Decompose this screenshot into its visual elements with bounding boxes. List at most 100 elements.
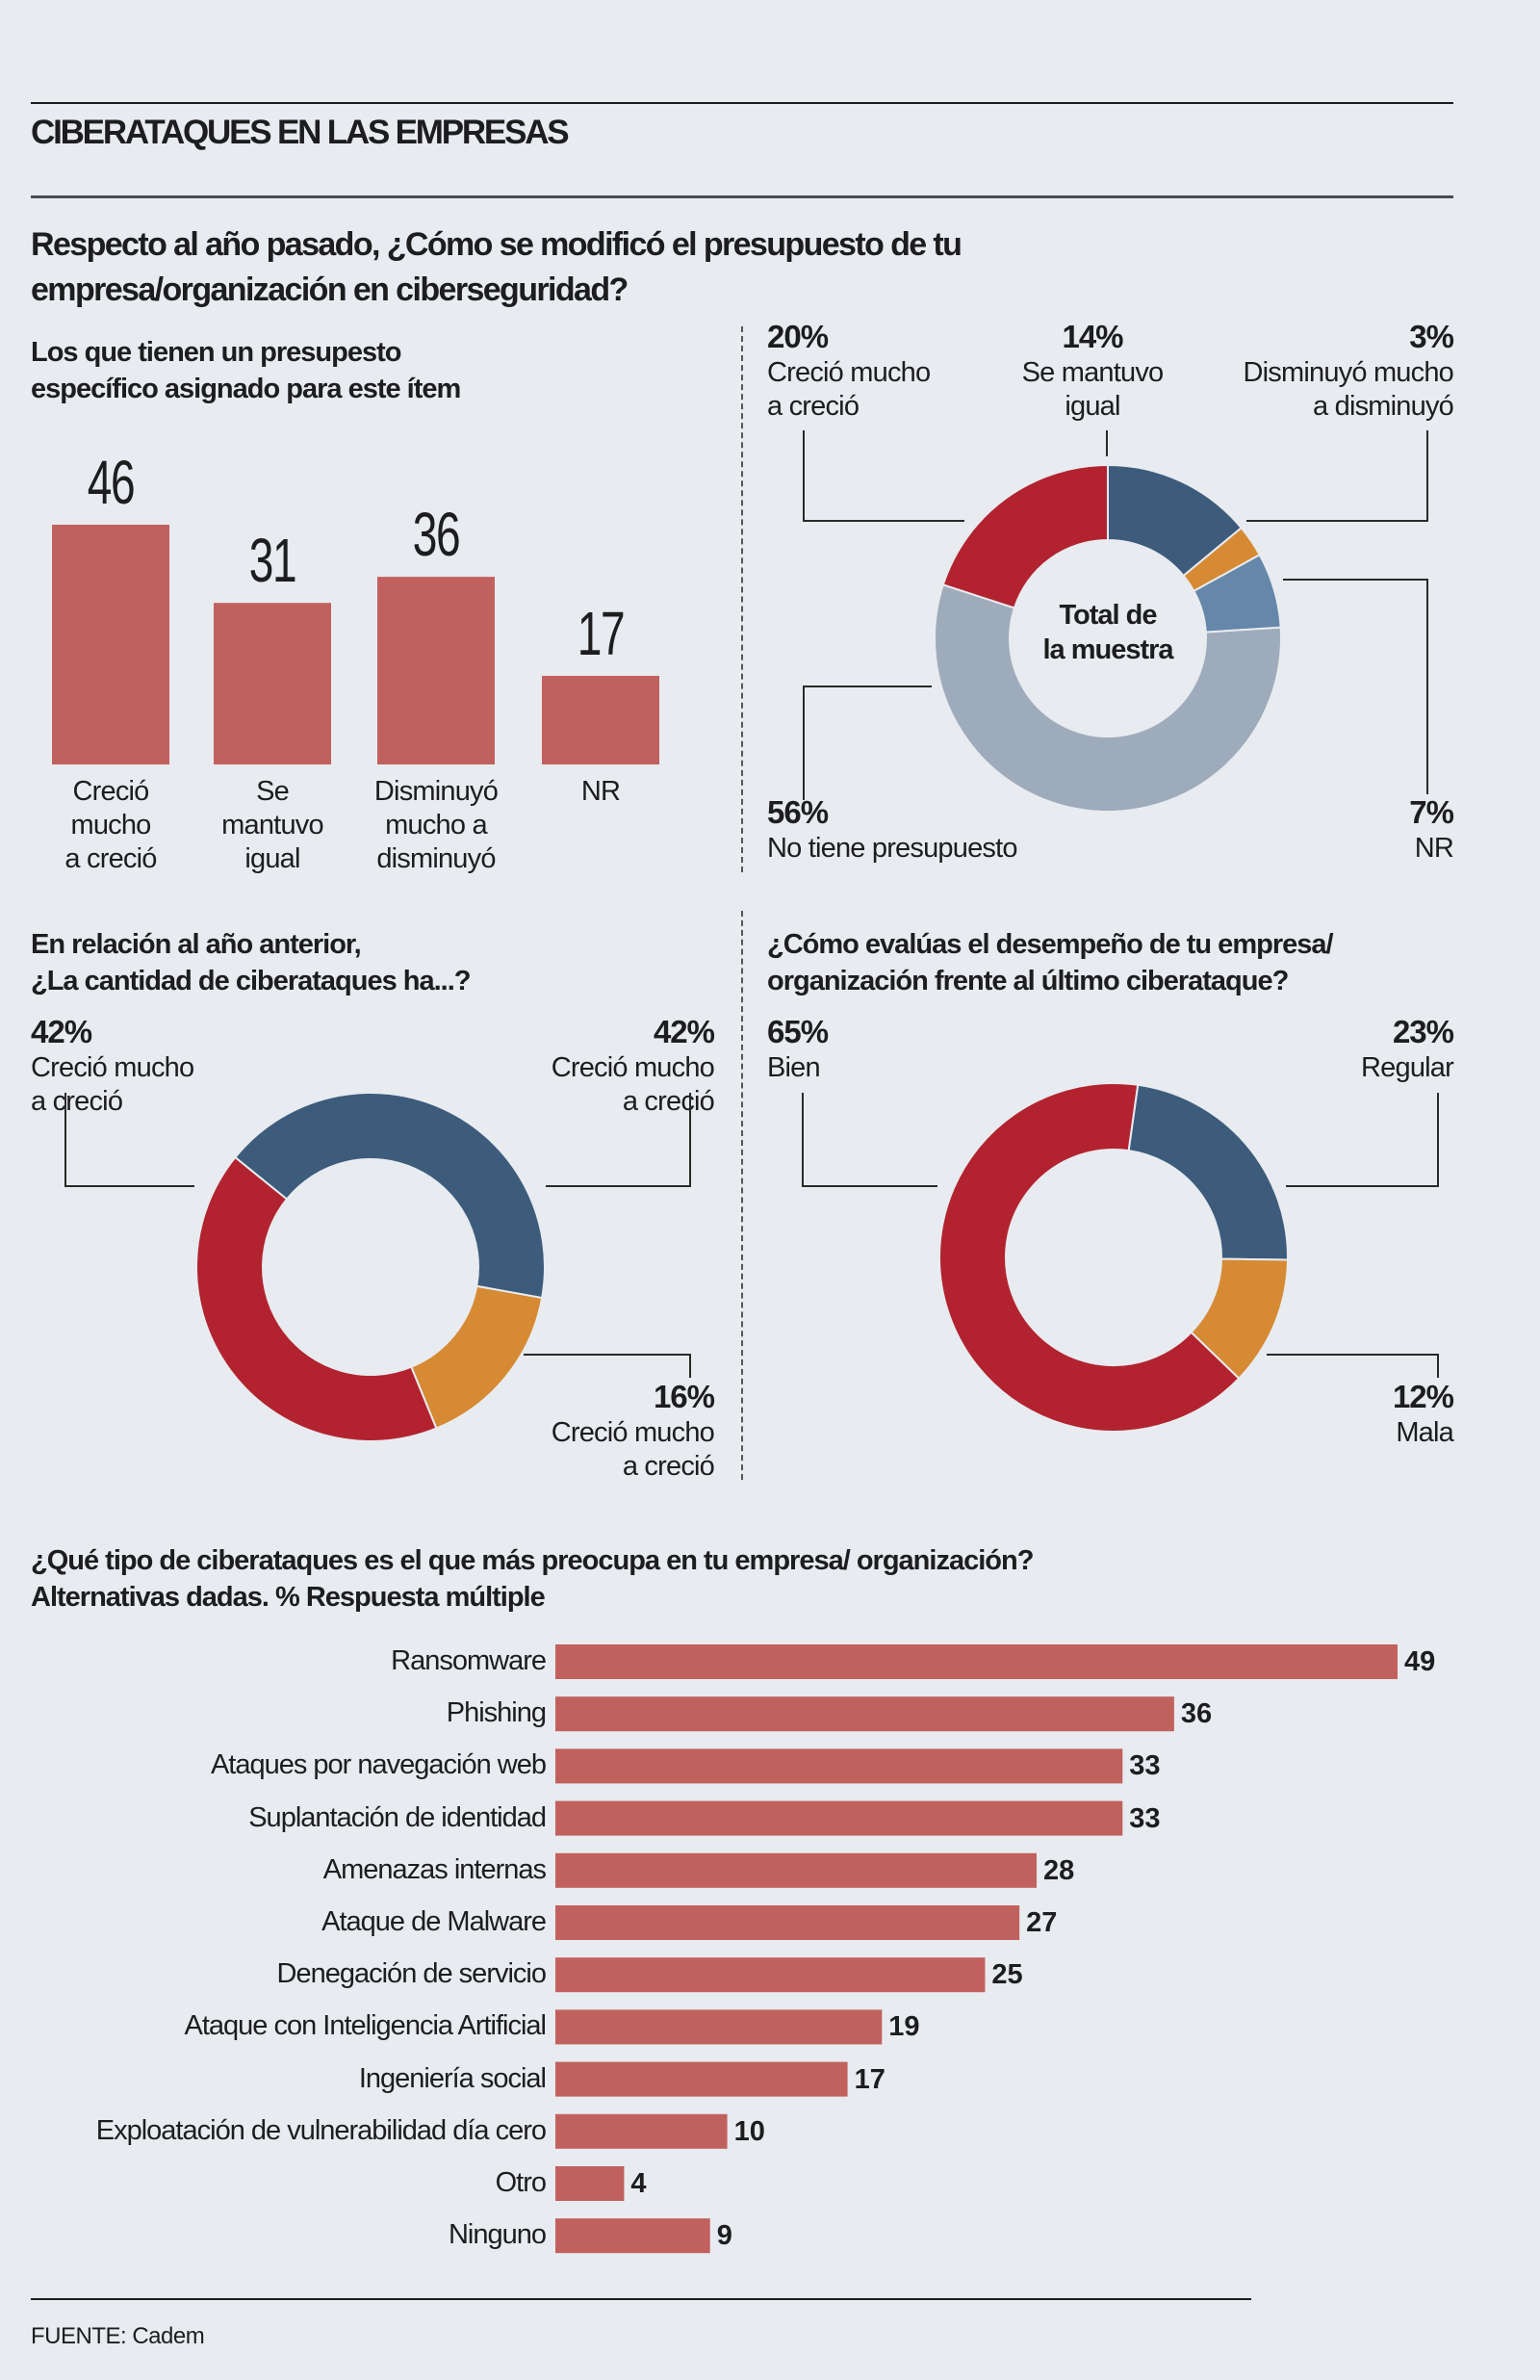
leader-line bbox=[1286, 1093, 1439, 1187]
page-title: CIBERATAQUES EN LAS EMPRESAS bbox=[31, 114, 570, 151]
attack-type-label: Ninguno bbox=[448, 2219, 547, 2251]
question-line1: ¿Cómo evalúas el desempeño de tu empresa… bbox=[767, 929, 1334, 960]
budget-subheading: Los que tienen un presupesto específico … bbox=[31, 334, 461, 407]
donut-category-label: Disminuyó mucho bbox=[1243, 357, 1454, 388]
donut-center-label: la muestra bbox=[1042, 634, 1173, 665]
leader-line bbox=[64, 1093, 194, 1187]
donut-percent-label: 14% bbox=[1062, 319, 1123, 354]
source-note: FUENTE: Cadem bbox=[31, 2323, 205, 2349]
attack-type-bar bbox=[555, 2009, 883, 2045]
question-performance: ¿Cómo evalúas el desempeño de tu empresa… bbox=[767, 926, 1334, 999]
question-line2: Alternativas dadas. % Respuesta múltiple bbox=[31, 1582, 546, 1613]
donut-percent-label: 23% bbox=[1392, 1014, 1454, 1049]
attack-type-bar bbox=[555, 1957, 986, 1993]
leader-line bbox=[546, 1093, 691, 1187]
donut-category-label: a creció bbox=[31, 1086, 123, 1117]
bar-category-label: igual bbox=[244, 843, 300, 874]
question-line2: organización frente al último ciberataqu… bbox=[767, 966, 1289, 996]
donut-category-label: a creció bbox=[622, 1086, 715, 1117]
budget-bar bbox=[52, 525, 169, 764]
question-line1: ¿Qué tipo de ciberataques es el que más … bbox=[31, 1545, 1034, 1576]
donut-category-label: Mala bbox=[1396, 1417, 1453, 1448]
attack-type-value: 17 bbox=[854, 2063, 886, 2095]
leader-line bbox=[803, 686, 932, 800]
donut-category-label: a creció bbox=[767, 391, 860, 422]
attack-type-label: Amenazas internas bbox=[322, 1853, 547, 1885]
attack-type-value: 10 bbox=[733, 2115, 765, 2147]
attack-type-bar bbox=[555, 2061, 848, 2097]
donut-center-label: Total de bbox=[1059, 600, 1157, 631]
bar-category-label: mucho a bbox=[385, 810, 487, 841]
donut-category-label: Se mantuvo bbox=[1021, 357, 1165, 388]
attack-type-value: 19 bbox=[888, 2011, 920, 2043]
leader-line bbox=[524, 1354, 691, 1378]
donut-category-label: Creció mucho bbox=[551, 1417, 715, 1448]
donut-percent-label: 16% bbox=[653, 1379, 715, 1414]
donut-percent-label: 12% bbox=[1392, 1379, 1454, 1414]
question-line1: En relación al año anterior, bbox=[31, 929, 362, 960]
donut-slice bbox=[938, 1082, 1241, 1433]
donut-percent-label: 65% bbox=[767, 1014, 829, 1049]
top-rule bbox=[31, 102, 1453, 104]
attack-type-label: Ataques por navegación web bbox=[210, 1749, 547, 1781]
question-budget: Respecto al año pasado, ¿Cómo se modific… bbox=[31, 222, 962, 313]
attack-type-bar bbox=[555, 1905, 1020, 1940]
leader-line bbox=[802, 1093, 937, 1187]
bar-value-label: 17 bbox=[577, 598, 626, 668]
attack-type-bar bbox=[555, 2113, 728, 2149]
leader-line bbox=[1267, 1354, 1439, 1378]
subheading-line2: específico asignado para este ítem bbox=[31, 374, 461, 404]
budget-bar bbox=[214, 603, 331, 764]
question-budget-line1: Respecto al año pasado, ¿Cómo se modific… bbox=[31, 226, 962, 263]
donut-slice bbox=[933, 583, 1282, 813]
divider-middle bbox=[741, 911, 743, 1480]
donut-slice bbox=[195, 1155, 438, 1442]
attack-type-value: 49 bbox=[1404, 1646, 1436, 1677]
attack-type-value: 33 bbox=[1129, 1750, 1161, 1782]
bar-value-label: 31 bbox=[248, 526, 297, 596]
donut-category-label: Creció mucho bbox=[31, 1052, 194, 1083]
leader-line bbox=[803, 430, 964, 522]
bar-category-label: NR bbox=[580, 776, 621, 807]
divider-top bbox=[741, 326, 743, 872]
leader-line bbox=[1246, 430, 1428, 522]
attack-type-value: 33 bbox=[1129, 1802, 1161, 1834]
budget-bar bbox=[542, 675, 659, 764]
attack-type-label: Ataque de Malware bbox=[321, 1906, 547, 1937]
attack-type-bar bbox=[555, 1800, 1123, 1836]
attack-type-label: Phishing bbox=[446, 1697, 547, 1729]
donut-category-label: No tiene presupuesto bbox=[767, 833, 1017, 864]
question-attack-types: ¿Qué tipo de ciberataques es el que más … bbox=[31, 1542, 1034, 1616]
attack-type-value: 4 bbox=[630, 2168, 647, 2199]
bar-category-label: disminuyó bbox=[376, 843, 496, 874]
donut-slice bbox=[233, 1092, 546, 1300]
donut-percent-label: 42% bbox=[653, 1014, 715, 1049]
attack-type-bar bbox=[555, 1748, 1123, 1784]
budget-bar bbox=[377, 577, 495, 764]
bar-category-label: a creció bbox=[64, 843, 157, 874]
question-attacks-trend: En relación al año anterior, ¿La cantida… bbox=[31, 926, 472, 999]
donut-category-label: Regular bbox=[1361, 1052, 1454, 1083]
attack-type-label: Denegación de servicio bbox=[276, 1958, 547, 1990]
title-rule bbox=[31, 195, 1453, 198]
attack-type-label: Ingeniería social bbox=[358, 2062, 547, 2094]
bar-category-label: Se bbox=[256, 776, 290, 807]
question-line2: ¿La cantidad de ciberataques ha...? bbox=[31, 966, 472, 996]
attack-type-label: Exploatación de vulnerabilidad día cero bbox=[95, 2114, 547, 2146]
donut-category-label: Bien bbox=[767, 1052, 821, 1083]
leader-line bbox=[1283, 579, 1428, 794]
question-budget-line2: empresa/organización en ciberseguridad? bbox=[31, 272, 629, 308]
bar-category-label: Disminuyó bbox=[373, 776, 499, 807]
donut-category-label: NR bbox=[1414, 833, 1454, 864]
donut-slice bbox=[410, 1284, 544, 1430]
attack-type-bar bbox=[555, 1644, 1398, 1679]
attack-type-label: Ransomware bbox=[391, 1645, 547, 1676]
attack-type-value: 36 bbox=[1180, 1698, 1213, 1730]
bar-value-label: 46 bbox=[87, 448, 136, 517]
attack-type-bar bbox=[555, 1852, 1037, 1888]
donut-category-label: igual bbox=[1065, 391, 1120, 422]
donut-percent-label: 7% bbox=[1409, 794, 1454, 830]
attack-type-label: Ataque con Inteligencia Artificial bbox=[184, 2010, 547, 2042]
bar-category-label: Creció bbox=[72, 776, 150, 807]
